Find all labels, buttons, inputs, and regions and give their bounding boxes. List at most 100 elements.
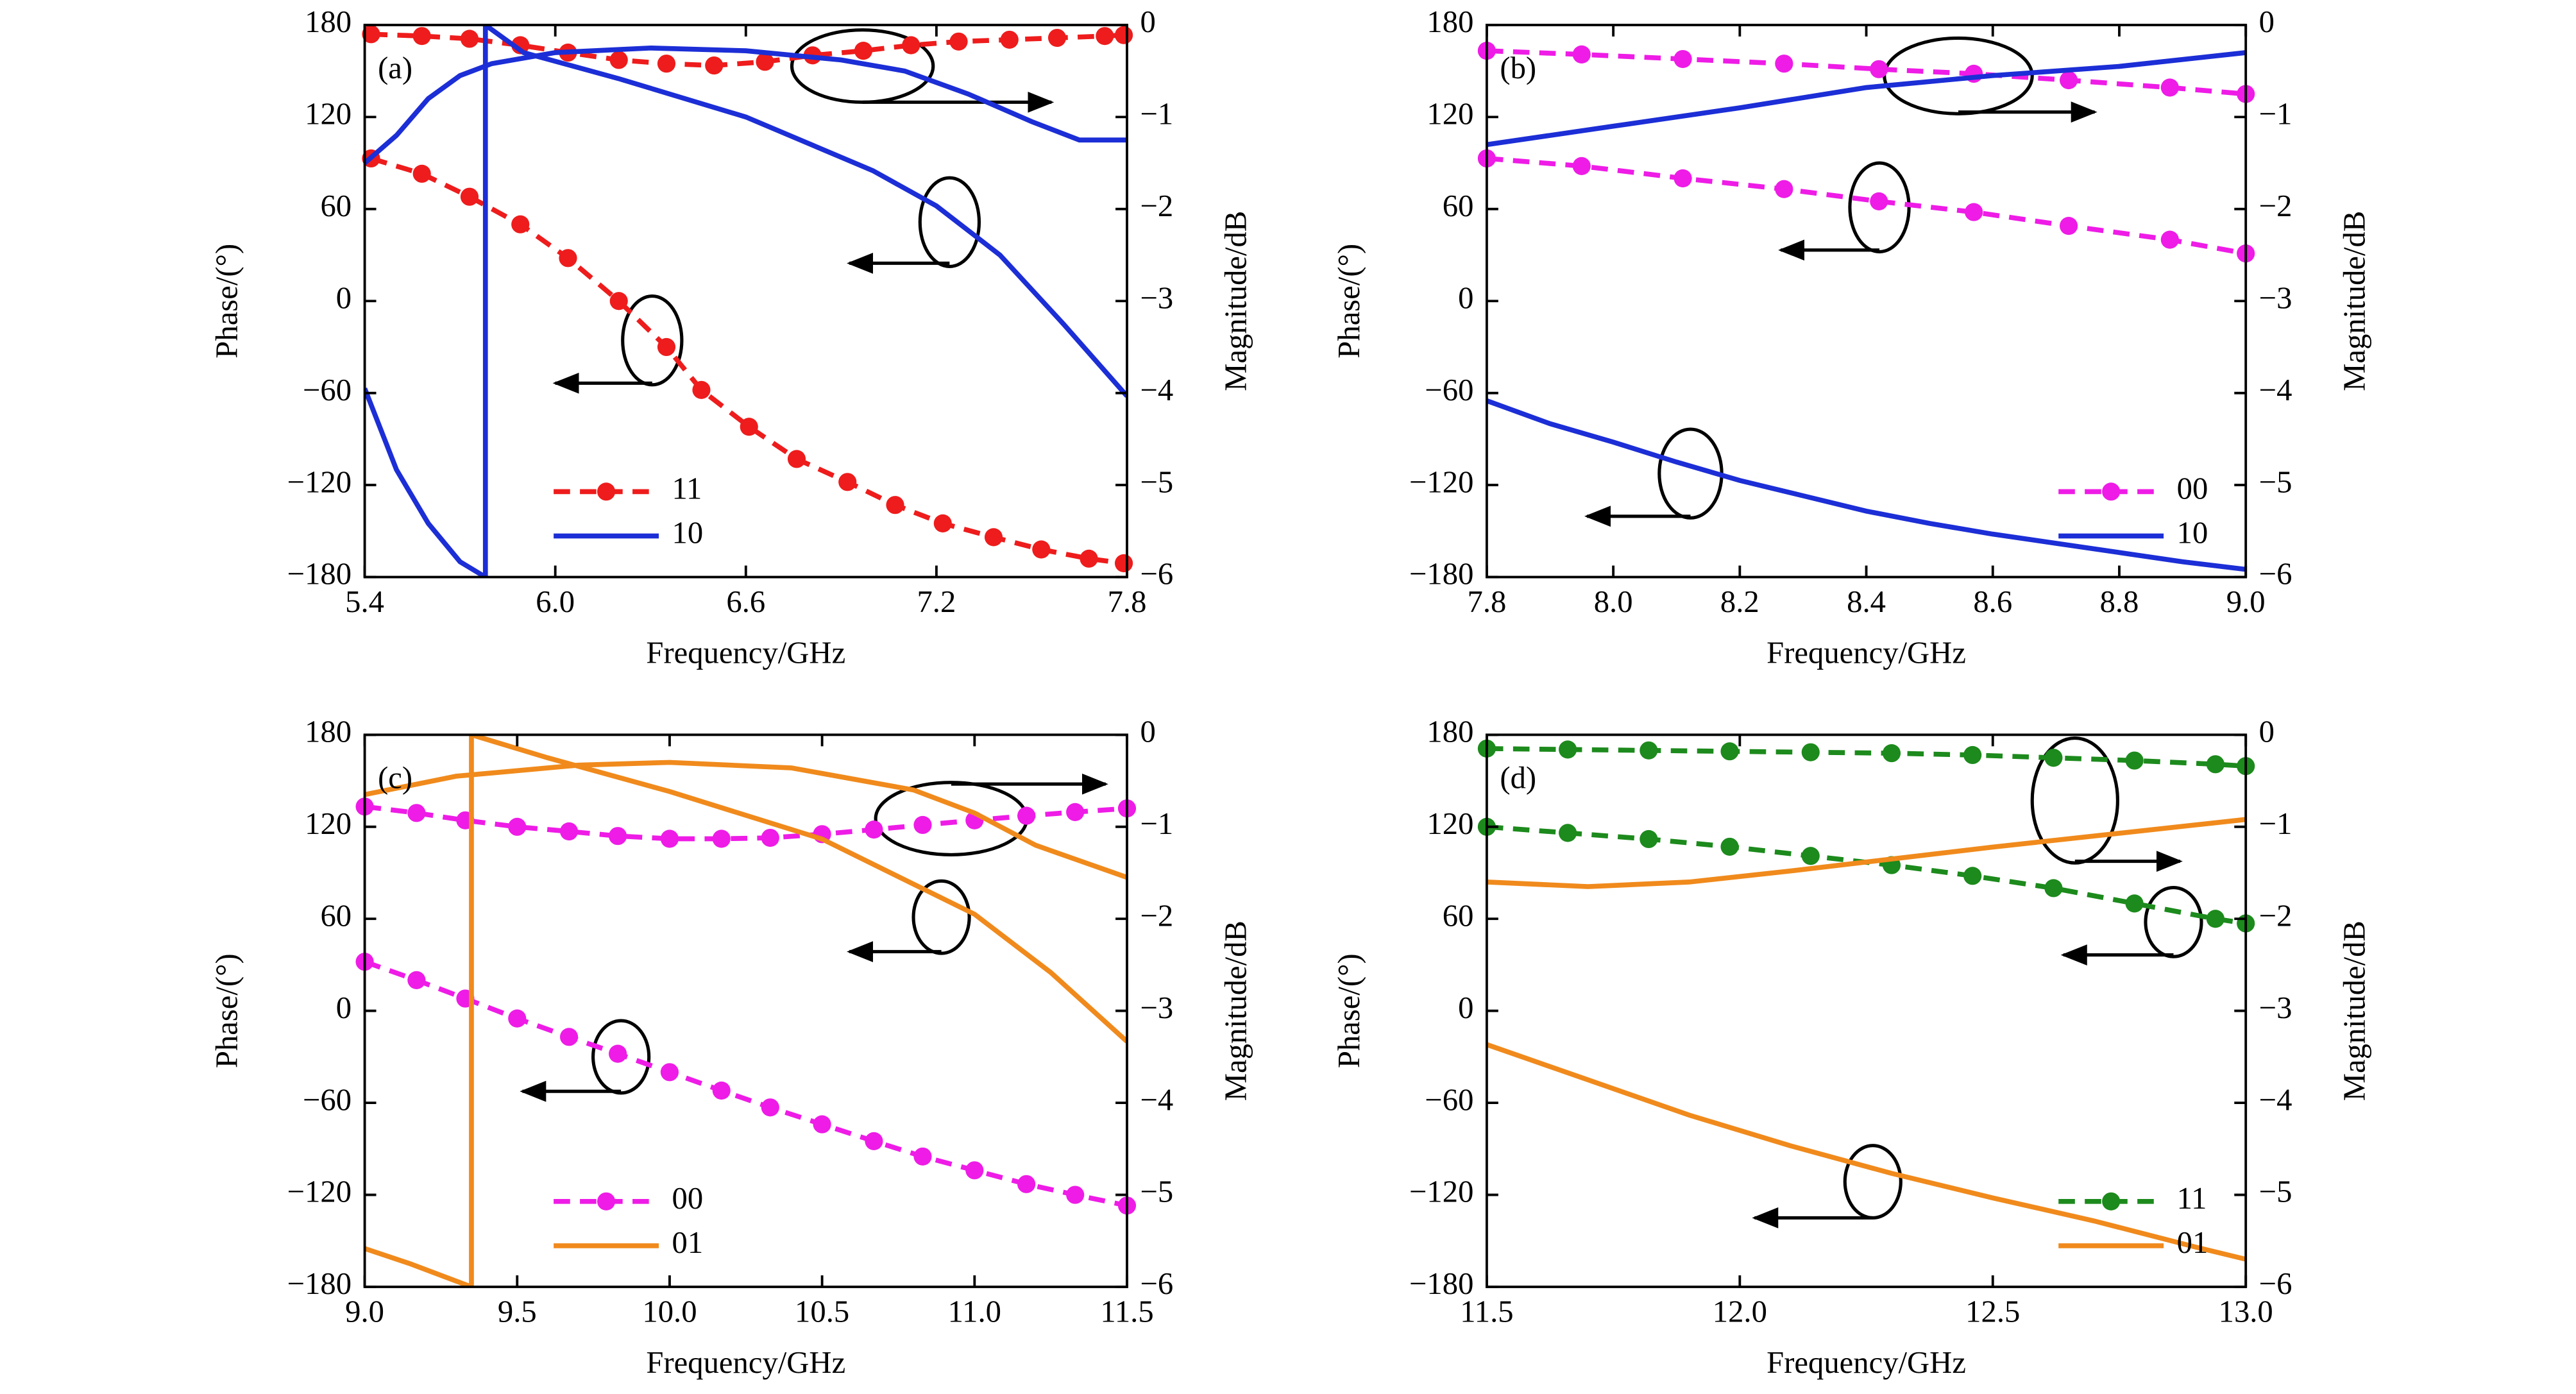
data-point <box>886 496 904 514</box>
series-line <box>364 735 1127 1287</box>
y-tick-label: 60 <box>1443 898 1474 933</box>
y2-tick-label: −2 <box>1140 189 1173 223</box>
y-axis-label: Phase/(°) <box>210 244 244 359</box>
data-point <box>1572 45 1591 64</box>
data-point <box>1882 744 1901 763</box>
series-line <box>364 804 1127 842</box>
x-axis-label: Frequency/GHz <box>646 1345 845 1380</box>
x-tick-label: 9.0 <box>345 1295 384 1329</box>
ellipse <box>911 879 971 955</box>
data-point <box>984 528 1003 547</box>
data-point <box>1080 549 1098 568</box>
y2-tick-label: −3 <box>1140 280 1173 315</box>
y2-axis-label: Magnitude/dB <box>1218 921 1253 1101</box>
y-tick-label: 180 <box>305 4 352 39</box>
y2-tick-label: −1 <box>1140 97 1173 132</box>
y-axis-label: Phase/(°) <box>1332 244 1366 359</box>
y2-tick-label: −5 <box>2259 464 2292 499</box>
y2-tick-label: −4 <box>2259 373 2292 407</box>
x-tick-label: 12.5 <box>1965 1295 2020 1329</box>
y-axis-label: Phase/(°) <box>210 953 244 1068</box>
legend-label: 01 <box>2177 1225 2208 1260</box>
x-tick-label: 7.8 <box>1108 584 1147 619</box>
y-tick-label: 60 <box>320 898 352 933</box>
data-point <box>1047 28 1067 47</box>
plot-frame <box>1485 733 2248 1288</box>
data-point <box>609 51 628 69</box>
y-tick-label: −120 <box>287 464 352 499</box>
data-point <box>2060 217 2078 235</box>
y2-tick-label: −5 <box>1140 1175 1173 1209</box>
data-point <box>2206 910 2224 928</box>
x-axis-label: Frequency/GHz <box>1767 636 1966 670</box>
data-point <box>1720 742 1739 761</box>
y-tick-label: −60 <box>303 373 352 407</box>
y2-tick-label: −4 <box>2259 1082 2292 1117</box>
data-point <box>1801 743 1820 761</box>
legend-label: 11 <box>672 472 702 506</box>
data-point <box>712 1081 731 1100</box>
y-tick-label: 0 <box>336 280 352 315</box>
legend-label: 01 <box>672 1225 704 1260</box>
data-point <box>813 1115 831 1134</box>
x-tick-label: 8.0 <box>1594 584 1633 619</box>
legend-label: 00 <box>672 1181 704 1216</box>
y2-tick-label: −2 <box>1140 898 1173 933</box>
data-point <box>559 249 577 268</box>
series-line <box>1486 817 2246 889</box>
series-line <box>1486 156 2246 256</box>
x-tick-label: 5.4 <box>345 584 384 619</box>
data-point <box>838 473 857 491</box>
data-point <box>1572 157 1591 175</box>
data-point <box>412 27 431 46</box>
data-point <box>2125 751 2144 770</box>
x-tick-label: 8.2 <box>1720 584 1759 619</box>
data-point <box>660 1063 679 1082</box>
x-tick-label: 7.8 <box>1467 584 1506 619</box>
data-point <box>1066 1186 1085 1204</box>
series-line <box>364 24 1127 577</box>
panel: 9.0 9.5 10.0 10.5 11.0 11.5−180−120−600601201… <box>210 715 1253 1381</box>
data-point <box>1775 180 1793 198</box>
y2-tick-label: −4 <box>1140 373 1173 407</box>
y2-tick-label: −3 <box>1140 990 1173 1025</box>
x-tick-label: 6.0 <box>536 584 575 619</box>
data-point <box>949 32 968 51</box>
data-point <box>2060 71 2078 90</box>
data-point <box>1640 829 1658 849</box>
plot-frame <box>1485 24 2248 579</box>
series-line <box>370 156 1124 566</box>
series-line <box>364 760 1127 880</box>
series-line <box>1486 50 2246 148</box>
data-point <box>865 820 883 839</box>
panel-label: (c) <box>378 760 412 795</box>
data-point <box>559 822 579 841</box>
data-point <box>761 828 779 847</box>
x-axis-label: Frequency/GHz <box>1767 1345 1966 1380</box>
data-point <box>508 817 527 836</box>
data-point <box>1965 203 1983 221</box>
data-point <box>412 164 431 183</box>
y-tick-label: 120 <box>305 97 352 132</box>
series-line <box>1486 398 2246 572</box>
y2-tick-label: −6 <box>2259 557 2292 591</box>
data-point <box>2044 749 2063 767</box>
x-tick-label: 11.0 <box>948 1295 1001 1329</box>
x-tick-label: 8.4 <box>1847 584 1886 619</box>
panel: 5.4 6.0 6.6 7.2 7.8 −180 −120 −60 0 60 120 180 −6 −5 −… <box>210 4 1253 670</box>
y2-tick-label: −6 <box>1140 1266 1173 1301</box>
data-point <box>609 292 628 310</box>
ellipse <box>621 294 684 387</box>
data-point <box>609 827 627 846</box>
data-point <box>1640 741 1658 760</box>
data-point <box>1775 55 1793 73</box>
data-point <box>2160 230 2179 249</box>
data-point <box>1674 49 1692 69</box>
data-point <box>712 829 731 848</box>
y-tick-label: 180 <box>1427 715 1473 749</box>
y-tick-label: 120 <box>1427 806 1473 841</box>
y-tick-label: 60 <box>1443 189 1474 223</box>
y2-tick-label: −5 <box>1140 464 1173 499</box>
legend-label: 10 <box>672 516 704 550</box>
data-point <box>657 337 676 357</box>
